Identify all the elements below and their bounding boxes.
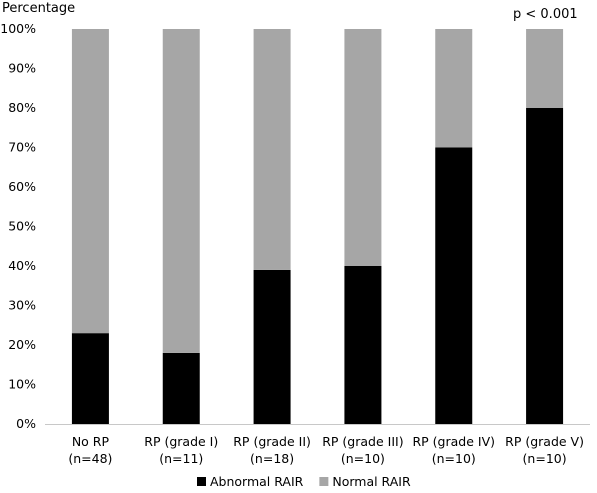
y-tick-label: 90% <box>8 61 36 76</box>
x-tick-label: RP (grade IV) <box>412 434 495 449</box>
bar-segment-normal-rair <box>526 29 564 108</box>
legend-swatch <box>197 477 206 486</box>
bar-segment-abnormal-rair <box>435 147 473 424</box>
legend-label: Abnormal RAIR <box>210 474 304 489</box>
y-tick-label: 40% <box>8 258 36 273</box>
y-axis-label: Percentage <box>2 1 75 16</box>
x-tick-label: No RP <box>72 434 110 449</box>
bar-segment-normal-rair <box>253 29 291 270</box>
bar-segment-abnormal-rair <box>71 333 109 424</box>
bar-segment-normal-rair <box>71 29 109 334</box>
x-tick-label: (n=10) <box>523 451 567 466</box>
y-tick-label: 20% <box>8 337 36 352</box>
legend-label: Normal RAIR <box>332 474 411 489</box>
y-tick-label: 100% <box>0 21 36 36</box>
bar-segment-abnormal-rair <box>526 108 564 424</box>
bar-segment-abnormal-rair <box>162 352 200 424</box>
bar-segment-normal-rair <box>435 29 473 148</box>
legend: Abnormal RAIR Normal RAIR <box>197 474 411 489</box>
y-tick-label: 30% <box>8 298 36 313</box>
y-tick-label: 10% <box>8 377 36 392</box>
x-tick-label: (n=10) <box>341 451 385 466</box>
y-tick-label: 0% <box>16 416 36 431</box>
bar-segment-abnormal-rair <box>344 266 382 424</box>
x-tick-label: (n=48) <box>68 451 112 466</box>
x-tick-label: (n=18) <box>250 451 294 466</box>
x-tick-label: RP (grade V) <box>505 434 584 449</box>
x-tick-labels: No RP (n=48) RP (grade I) (n=11) RP (grade I… <box>68 434 584 466</box>
y-tick-label: 80% <box>8 100 36 115</box>
bar-segment-normal-rair <box>162 29 200 353</box>
y-tick-label: 70% <box>8 140 36 155</box>
x-tick-label: RP (grade III) <box>322 434 403 449</box>
legend-swatch <box>319 477 329 486</box>
x-tick-label: RP (grade I) <box>144 434 218 449</box>
bar-segment-normal-rair <box>344 29 382 266</box>
x-tick-label: (n=10) <box>432 451 476 466</box>
bar-segment-abnormal-rair <box>253 269 291 424</box>
x-tick-label: RP (grade II) <box>233 434 311 449</box>
p-value-annotation: p < 0.001 <box>513 7 578 22</box>
y-tick-labels: 0% 10% 20% 30% 40% 50% 60% 70% 80% 90% 100% <box>0 21 36 431</box>
y-tick-label: 60% <box>8 179 36 194</box>
bars-group <box>71 29 564 424</box>
y-tick-label: 50% <box>8 219 36 234</box>
x-tick-label: (n=11) <box>159 451 203 466</box>
